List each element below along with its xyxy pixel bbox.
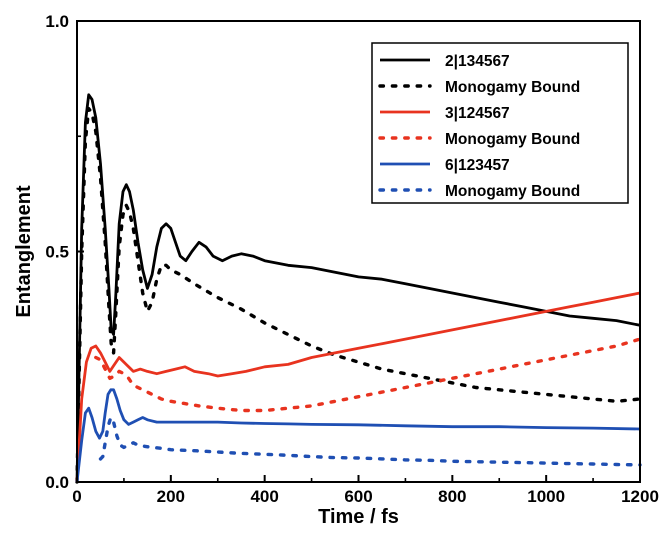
- x-axis-title: Time / fs: [318, 506, 399, 528]
- y-axis-title: Entanglement: [13, 185, 35, 318]
- x-tick-label: 400: [250, 487, 278, 506]
- legend-label-5: 6|123457: [445, 157, 510, 174]
- x-tick-label: 1000: [527, 487, 565, 506]
- legend: 2|134567 Monogamy Bound 3|124567 Monogamy B…: [371, 42, 629, 204]
- series-layer: [75, 93, 642, 484]
- legend-label-4: Monogamy Bound: [445, 131, 580, 148]
- series-line-5: [75, 388, 641, 483]
- legend-label-1: 2|134567: [445, 53, 510, 70]
- legend-label-2: Monogamy Bound: [445, 79, 580, 96]
- series-line-3: [75, 291, 641, 483]
- x-tick-label: 0: [72, 487, 81, 506]
- y-tick-label: 0.0: [45, 473, 69, 492]
- x-tick-label: 600: [344, 487, 372, 506]
- series-line-4-bound: [94, 337, 642, 413]
- y-tick-label: 1.0: [45, 12, 69, 31]
- legend-box: [371, 42, 629, 204]
- y-tick-label: 0.5: [45, 243, 69, 262]
- x-tick-label: 800: [438, 487, 466, 506]
- x-tick-label: 1200: [621, 487, 659, 506]
- legend-label-3: 3|124567: [445, 105, 510, 122]
- series-line-6-bound: [98, 415, 642, 467]
- legend-label-6: Monogamy Bound: [445, 183, 580, 200]
- ticks-layer: 0 200 400 600 800 1000 1200 0.0 0.5 1.0: [45, 12, 659, 506]
- x-tick-label: 200: [157, 487, 185, 506]
- series-line-2-bound: [75, 106, 642, 484]
